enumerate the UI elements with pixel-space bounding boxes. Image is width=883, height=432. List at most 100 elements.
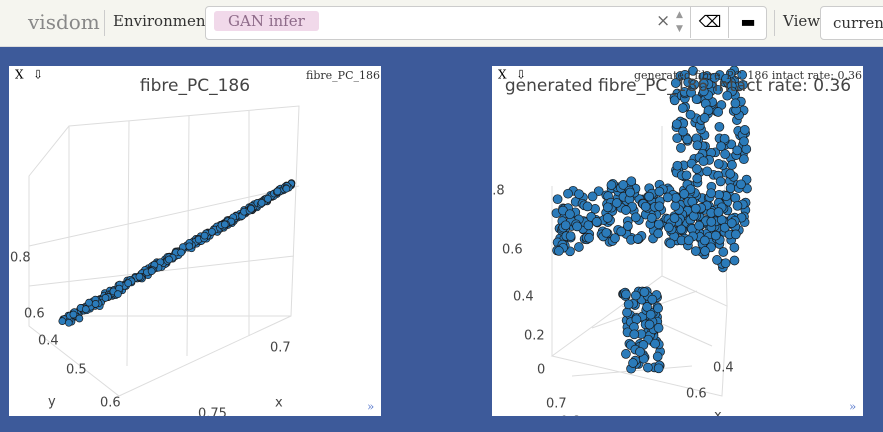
tick-label: 0.6: [686, 387, 707, 402]
point: [582, 201, 593, 212]
point: [591, 217, 602, 227]
tick-label: 0.5: [66, 363, 87, 378]
point: [165, 255, 173, 264]
point: [679, 189, 690, 199]
point: [623, 299, 634, 310]
point: [81, 305, 90, 314]
window-title: fibre_PC_186: [306, 69, 380, 82]
point: [678, 126, 688, 137]
clear-env-button[interactable]: ⌫: [690, 6, 729, 38]
axis-label: x: [275, 396, 283, 411]
point: [654, 201, 665, 212]
axis-label: x: [714, 409, 722, 417]
point: [653, 228, 664, 239]
tick-label: 0.75: [198, 407, 227, 417]
view-label: View: [783, 12, 821, 30]
logo: visdom: [28, 10, 100, 34]
point: [574, 189, 584, 199]
header: visdom Environment GAN infer × ▲ ▼ ⌫ ▬ Vi…: [0, 0, 883, 47]
point: [644, 319, 655, 330]
point: [264, 194, 272, 203]
plot-window[interactable]: X ⇩ fibre_PC_186 fibre_PC_186 0.8 0.6 0.…: [9, 66, 381, 416]
point: [677, 103, 688, 113]
download-button[interactable]: ⇩: [516, 68, 526, 82]
point: [700, 246, 710, 256]
point: [682, 134, 693, 145]
point: [58, 317, 67, 325]
point: [729, 255, 740, 266]
clear-button[interactable]: ×: [656, 11, 671, 31]
point: [663, 222, 674, 233]
point: [726, 218, 737, 228]
point: [698, 86, 709, 97]
point: [185, 242, 194, 251]
point: [574, 242, 584, 252]
tick-label: 0.4: [38, 334, 59, 349]
point: [560, 220, 571, 231]
point: [593, 186, 604, 197]
point: [602, 213, 613, 223]
point: [91, 300, 100, 308]
point: [602, 202, 613, 213]
point: [714, 189, 724, 200]
point: [635, 346, 645, 357]
point: [650, 338, 660, 349]
plot-window[interactable]: X ⇩ generated fibre_PC_186 intact rate: …: [492, 66, 863, 416]
point: [257, 199, 266, 207]
download-button[interactable]: ⇩: [33, 68, 43, 82]
spinner-arrows[interactable]: ▲ ▼: [676, 10, 683, 34]
point: [727, 160, 737, 170]
point: [670, 201, 681, 211]
point: [643, 362, 653, 373]
axis-label: y: [48, 395, 56, 410]
point: [692, 164, 702, 174]
environment-tag[interactable]: GAN infer: [214, 11, 319, 31]
resize-handle[interactable]: »: [367, 400, 374, 414]
point: [646, 213, 657, 223]
point: [709, 72, 720, 83]
point: [739, 125, 750, 135]
point: [618, 180, 629, 190]
point: [282, 184, 291, 193]
tick-label: 0: [537, 363, 545, 378]
point: [552, 194, 563, 205]
tick-label: 0.6: [100, 396, 121, 411]
point: [686, 87, 696, 98]
environment-label: Environment: [113, 12, 212, 30]
tick-label: 0.8: [560, 415, 581, 417]
close-button[interactable]: X: [15, 68, 24, 82]
point: [572, 221, 582, 232]
close-button[interactable]: X: [498, 68, 507, 82]
separator: [104, 10, 105, 36]
point: [713, 159, 724, 169]
tick-label: 0.7: [270, 341, 291, 356]
point: [208, 227, 216, 236]
point: [654, 186, 665, 197]
point: [715, 176, 726, 187]
view-select[interactable]: current: [820, 6, 883, 40]
point: [732, 145, 743, 156]
point: [247, 204, 255, 213]
point: [729, 242, 740, 253]
resize-handle[interactable]: »: [849, 400, 856, 414]
point: [640, 201, 651, 212]
point: [639, 287, 650, 297]
point: [665, 238, 676, 249]
tick-label: 0.4: [513, 290, 534, 305]
point: [629, 329, 640, 340]
point: [69, 310, 78, 319]
point: [653, 363, 664, 374]
open-folder-button[interactable]: ▬: [728, 6, 767, 38]
point: [730, 193, 741, 203]
point: [722, 90, 733, 101]
point: [220, 220, 229, 229]
point-cloud: [58, 179, 296, 327]
point: [623, 221, 633, 231]
point: [554, 246, 564, 256]
point: [610, 233, 620, 244]
point: [101, 294, 110, 302]
point: [699, 235, 710, 246]
point: [653, 323, 664, 333]
point: [584, 233, 594, 243]
point: [626, 176, 637, 187]
